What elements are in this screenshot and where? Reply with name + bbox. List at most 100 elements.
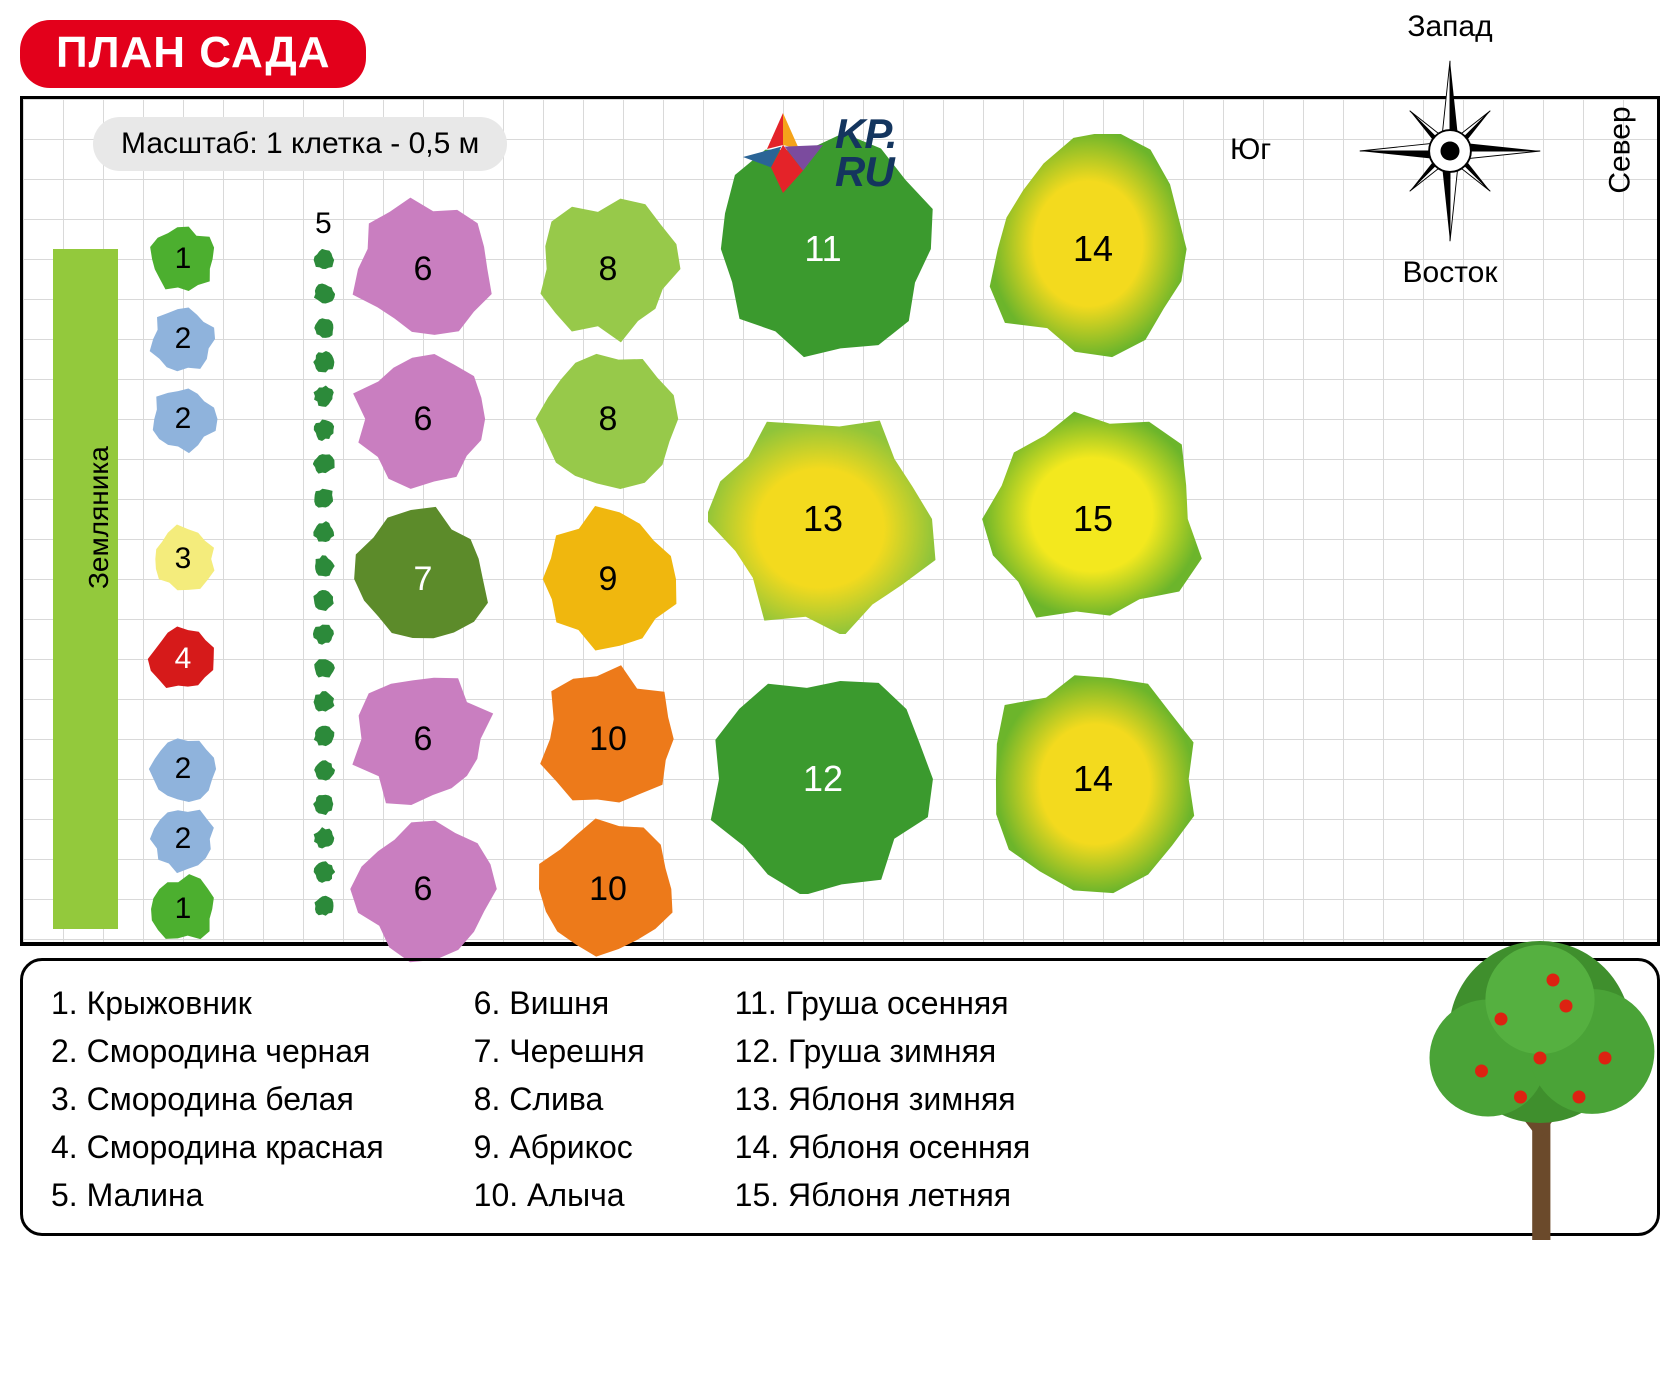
strawberry-strip <box>53 249 118 929</box>
large-tree-label: 13 <box>803 498 843 540</box>
tree-label: 6 <box>414 720 433 759</box>
tree-6: 6 <box>348 664 498 814</box>
compass-east-label: Восток <box>1403 256 1498 290</box>
tree-label: 10 <box>589 870 627 909</box>
bush-label: 2 <box>175 822 192 856</box>
legend-item-12: 12. Груша зимняя <box>735 1027 1031 1075</box>
large-tree-label: 14 <box>1073 228 1113 270</box>
legend-item-9: 9. Абрикос <box>474 1123 645 1171</box>
raspberry-column-label: 5 <box>315 207 332 241</box>
legend-item-15: 15. Яблоня летняя <box>735 1171 1031 1219</box>
bush-label: 1 <box>175 892 192 926</box>
tree-6: 6 <box>348 814 498 964</box>
compass-south-label: Юг <box>1230 133 1271 167</box>
raspberry-dot <box>313 759 335 781</box>
large-tree-label: 15 <box>1073 498 1113 540</box>
legend-item-2: 2. Смородина черная <box>51 1027 384 1075</box>
large-tree-label: 11 <box>804 228 841 270</box>
legend-column-2: 6. Вишня7. Черешня8. Слива9. Абрикос10. … <box>474 979 645 1219</box>
legend-item-10: 10. Алыча <box>474 1171 645 1219</box>
raspberry-dot <box>313 521 335 543</box>
legend-item-11: 11. Груша осенняя <box>735 979 1031 1027</box>
bush-label: 2 <box>175 322 192 356</box>
bush-2: 2 <box>146 382 220 456</box>
bush-label: 2 <box>175 752 192 786</box>
raspberry-dot <box>313 419 335 441</box>
scale-label: Масштаб: 1 клетка - 0,5 м <box>93 117 507 171</box>
legend-item-6: 6. Вишня <box>474 979 645 1027</box>
bush-label: 2 <box>175 402 192 436</box>
tree-label: 9 <box>599 560 618 599</box>
raspberry-dot <box>313 453 335 475</box>
raspberry-dot <box>313 555 335 577</box>
bush-2: 2 <box>146 302 220 376</box>
large-tree-12: 12 <box>708 664 938 894</box>
raspberry-dot <box>313 351 335 373</box>
tree-8: 8 <box>533 344 683 494</box>
raspberry-dot <box>313 487 335 509</box>
bush-4: 4 <box>146 622 220 696</box>
strawberry-label: Земляника <box>83 446 115 589</box>
large-tree-14: 14 <box>978 664 1208 894</box>
bush-3: 3 <box>146 522 220 596</box>
large-tree-14: 14 <box>978 134 1208 364</box>
legend-item-7: 7. Черешня <box>474 1027 645 1075</box>
raspberry-dot <box>313 623 335 645</box>
raspberry-dot <box>313 589 335 611</box>
tree-10: 10 <box>533 814 683 964</box>
raspberry-dot <box>313 861 335 883</box>
raspberry-dot <box>313 725 335 747</box>
tree-label: 6 <box>414 870 433 909</box>
raspberry-dot <box>313 895 335 917</box>
apple-tree-icon <box>1410 924 1670 1244</box>
legend-item-13: 13. Яблоня зимняя <box>735 1075 1031 1123</box>
legend-item-8: 8. Слива <box>474 1075 645 1123</box>
raspberry-dot <box>313 691 335 713</box>
tree-7: 7 <box>348 504 498 654</box>
legend-item-5: 5. Малина <box>51 1171 384 1219</box>
tree-label: 8 <box>599 250 618 289</box>
raspberry-dot <box>313 657 335 679</box>
bush-label: 3 <box>175 542 192 576</box>
legend-item-1: 1. Крыжовник <box>51 979 384 1027</box>
bush-label: 1 <box>175 242 192 276</box>
compass-north-label: Север <box>1603 106 1637 193</box>
legend-item-14: 14. Яблоня осенняя <box>735 1123 1031 1171</box>
large-tree-15: 15 <box>978 404 1208 634</box>
tree-label: 10 <box>589 720 627 759</box>
legend-item-3: 3. Смородина белая <box>51 1075 384 1123</box>
tree-label: 6 <box>414 250 433 289</box>
bush-2: 2 <box>146 802 220 876</box>
tree-label: 7 <box>414 560 433 599</box>
raspberry-dot <box>313 283 335 305</box>
bush-1: 1 <box>146 872 220 946</box>
compass-rose-icon <box>1355 56 1545 246</box>
legend-item-4: 4. Смородина красная <box>51 1123 384 1171</box>
large-tree-label: 14 <box>1073 758 1113 800</box>
bush-2: 2 <box>146 732 220 806</box>
legend-column-3: 11. Груша осенняя12. Груша зимняя13. Ябл… <box>735 979 1031 1219</box>
raspberry-dot <box>313 249 335 271</box>
kp-logo: KP.RU <box>743 113 897 193</box>
tree-10: 10 <box>533 664 683 814</box>
tree-label: 8 <box>599 400 618 439</box>
raspberry-dot <box>313 793 335 815</box>
large-tree-13: 13 <box>708 404 938 634</box>
kp-star-icon <box>743 113 823 193</box>
bush-1: 1 <box>146 222 220 296</box>
legend-column-1: 1. Крыжовник2. Смородина черная3. Смород… <box>51 979 384 1219</box>
compass: Запад Восток Юг Север <box>1240 10 1660 290</box>
raspberry-dot <box>313 827 335 849</box>
tree-6: 6 <box>348 194 498 344</box>
page-title: ПЛАН САДА <box>20 20 366 88</box>
tree-6: 6 <box>348 344 498 494</box>
raspberry-dot <box>313 317 335 339</box>
kp-logo-text: KP.RU <box>835 115 897 191</box>
compass-west-label: Запад <box>1407 10 1492 44</box>
tree-label: 6 <box>414 400 433 439</box>
large-tree-label: 12 <box>803 758 843 800</box>
tree-9: 9 <box>533 504 683 654</box>
bush-label: 4 <box>175 642 192 676</box>
raspberry-dot <box>313 385 335 407</box>
tree-8: 8 <box>533 194 683 344</box>
